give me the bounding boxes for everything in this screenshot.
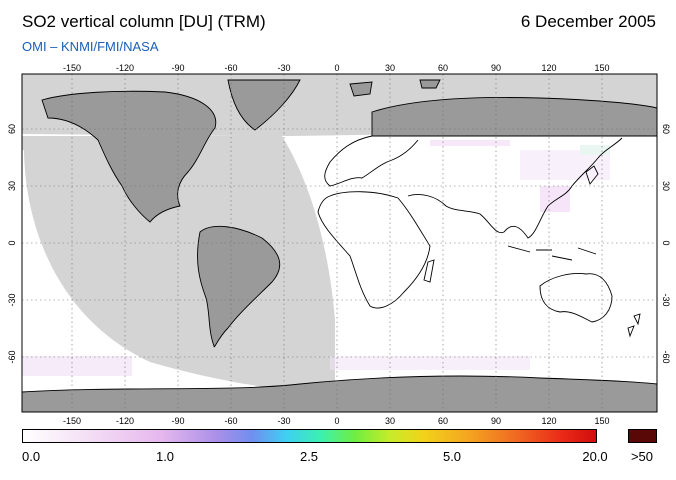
lon-ticks-top: -150 -120 -90 -60 -30 0 30 60 90 120 150 — [63, 63, 610, 73]
coast-africa — [317, 191, 431, 309]
lon-tick-bottom: -150 — [63, 416, 81, 426]
coast-indonesia — [507, 245, 597, 261]
credit-line: OMI – KNMI/FMI/NASA — [22, 39, 159, 54]
lon-tick-bottom: -30 — [277, 416, 290, 426]
lat-tick-left: 60 — [7, 124, 17, 134]
lon-tick-top: -60 — [224, 63, 237, 73]
lon-tick-top: -120 — [116, 63, 134, 73]
lon-ticks-bottom: -150 -120 -90 -60 -30 0 30 60 90 120 150 — [63, 416, 610, 426]
coast-japan — [585, 165, 599, 185]
coastlines — [317, 135, 641, 338]
lon-tick-top: 150 — [594, 63, 609, 73]
legend-over-label: >50 — [630, 449, 654, 464]
lon-tick-bottom: -120 — [116, 416, 134, 426]
lon-tick-top: 120 — [541, 63, 556, 73]
coast-new-zealand — [627, 313, 641, 338]
overflow-color-box — [628, 429, 657, 443]
lat-tick-left: -30 — [7, 293, 17, 306]
legend-label: 1.0 — [155, 449, 175, 464]
legend-label: 20.0 — [582, 449, 608, 464]
legend-label: 5.0 — [442, 449, 462, 464]
landmass-south-america — [197, 225, 281, 348]
lat-tick-left: 30 — [7, 181, 17, 191]
lat-tick-right: -30 — [661, 293, 671, 306]
lon-tick-top: 90 — [491, 63, 501, 73]
lon-tick-bottom: -60 — [224, 416, 237, 426]
lat-tick-right: 60 — [661, 124, 671, 134]
lon-tick-top: -90 — [171, 63, 184, 73]
lon-tick-top: 0 — [334, 63, 339, 73]
landmass-arctic-islands — [349, 79, 441, 97]
lat-tick-left: -60 — [7, 350, 17, 363]
lat-tick-right: 0 — [661, 240, 671, 245]
lon-tick-top: -30 — [277, 63, 290, 73]
color-scale-bar — [22, 429, 597, 443]
landmass-north-america — [41, 90, 217, 223]
lon-tick-bottom: 150 — [594, 416, 609, 426]
lon-tick-bottom: -90 — [171, 416, 184, 426]
legend-label: 2.5 — [299, 449, 319, 464]
map-area — [22, 74, 657, 412]
legend-label: 0.0 — [22, 449, 41, 464]
coast-madagascar — [423, 259, 435, 283]
land — [22, 79, 657, 412]
lon-tick-bottom: 120 — [541, 416, 556, 426]
landmass-greenland — [227, 79, 301, 131]
coast-europe — [324, 135, 419, 187]
lon-tick-bottom: 90 — [491, 416, 501, 426]
map-date: 6 December 2005 — [520, 12, 656, 31]
lon-tick-top: 60 — [438, 63, 448, 73]
map-frame — [21, 73, 658, 413]
no-data-night — [22, 136, 335, 392]
landmass-antarctica — [22, 375, 657, 412]
coast-asia — [407, 137, 623, 239]
lat-ticks-left: 60 30 0 -30 -60 — [7, 124, 17, 364]
lon-tick-bottom: 60 — [438, 416, 448, 426]
map-title: SO2 vertical column [DU] (TRM) — [22, 12, 266, 31]
lon-tick-bottom: 0 — [334, 416, 339, 426]
lat-ticks-right: 60 30 0 -30 -60 — [661, 124, 671, 364]
landmass-northern-eurasia — [371, 97, 657, 137]
lon-tick-top: -150 — [63, 63, 81, 73]
lon-tick-bottom: 30 — [385, 416, 395, 426]
so2-noise — [22, 140, 610, 376]
lon-tick-top: 30 — [385, 63, 395, 73]
lat-tick-right: -60 — [661, 350, 671, 363]
lat-tick-right: 30 — [661, 181, 671, 191]
coast-australia — [539, 273, 613, 323]
lat-tick-left: 0 — [7, 240, 17, 245]
